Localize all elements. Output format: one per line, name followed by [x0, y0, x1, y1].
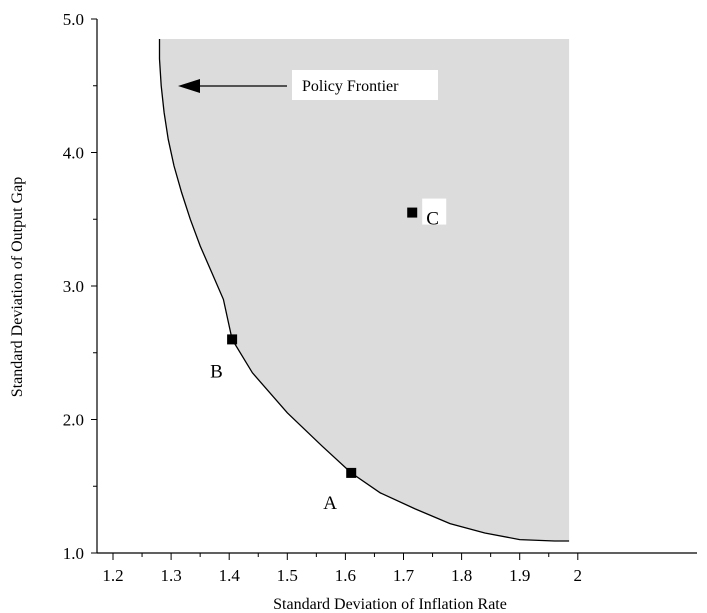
- y-tick-label: 2.0: [63, 411, 84, 430]
- point-b-label: B: [210, 361, 223, 382]
- data-points: A B C: [210, 198, 447, 514]
- x-tick-label: 1.8: [451, 566, 472, 585]
- x-tick-label: 1.5: [277, 566, 298, 585]
- tick-labels: 1.2 1.3 1.4 1.5 1.6 1.7 1.8 1.9 2 1.0 2.0 3.0 4.0 5.0: [63, 10, 582, 585]
- feasible-region-fill: [159, 39, 570, 541]
- feasible-region: [159, 39, 570, 541]
- point-a-marker: [346, 467, 357, 478]
- x-tick-label: 1.9: [509, 566, 530, 585]
- x-tick-label: 1.4: [219, 566, 241, 585]
- point-c-label-bg: [422, 198, 447, 225]
- y-tick-label: 5.0: [63, 10, 84, 29]
- x-tick-label: 1.6: [335, 566, 356, 585]
- point-a-label: A: [323, 493, 337, 514]
- tick-marks: [91, 18, 579, 560]
- policy-frontier-annotation: Policy Frontier: [302, 78, 399, 95]
- y-tick-label: 1.0: [63, 544, 84, 563]
- annotation: Policy Frontier: [178, 70, 438, 100]
- point-c-marker: [407, 207, 418, 218]
- x-tick-label: 2: [574, 566, 583, 585]
- point-b-marker: [227, 334, 238, 345]
- y-tick-label: 4.0: [63, 144, 84, 163]
- x-tick-label: 1.7: [393, 566, 415, 585]
- annotation-arrow-head: [178, 79, 200, 93]
- x-tick-label: 1.2: [102, 566, 123, 585]
- y-tick-label: 3.0: [63, 277, 84, 296]
- annotation-label-bg: [292, 70, 438, 100]
- point-c-label: C: [426, 209, 439, 230]
- x-axis-title: Standard Deviation of Inflation Rate: [273, 596, 507, 613]
- y-axis-title: Standard Deviation of Output Gap: [9, 177, 26, 397]
- x-tick-label: 1.3: [160, 566, 181, 585]
